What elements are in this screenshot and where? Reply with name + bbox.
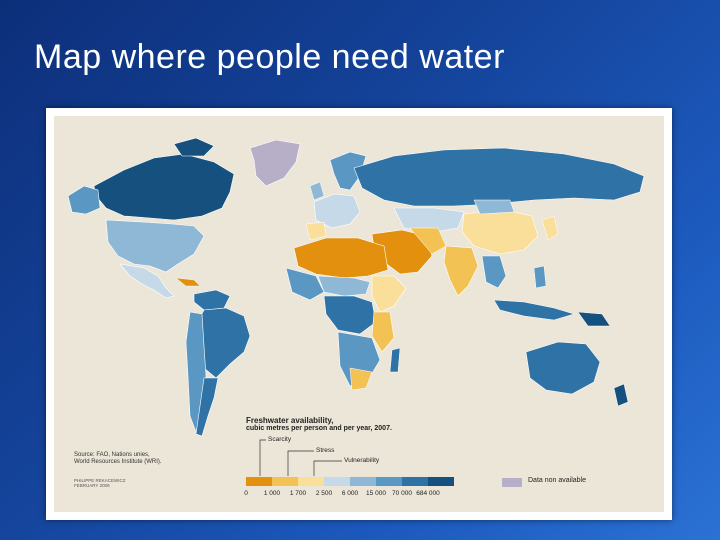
region-horn-africa [371, 275, 407, 313]
legend-swatch-4 [350, 477, 376, 486]
region-sahel [317, 275, 371, 297]
map-canvas: Freshwater availability, cubic metres pe… [54, 116, 664, 512]
region-china [461, 209, 539, 255]
region-western-europe [313, 193, 361, 229]
legend-swatch-7 [428, 477, 454, 486]
region-korea-japan [541, 215, 559, 241]
legend-tick-6: 70 000 [392, 490, 412, 497]
region-greenland [249, 139, 301, 187]
legend-tick-1: 1 000 [263, 490, 281, 497]
legend-tick-4: 6 000 [341, 490, 359, 497]
legend-title: Freshwater availability, [246, 416, 334, 425]
no-data-label: Data non available [528, 477, 586, 484]
legend-tick-7: 684 000 [416, 490, 440, 497]
region-central-africa [323, 295, 377, 335]
legend-subtitle: cubic metres per person and per year, 20… [246, 425, 392, 432]
region-australia [525, 341, 601, 395]
credit-note: PHILIPPE REKACEWICZ FEBRUARY 2006 [74, 478, 126, 488]
legend-category-stress: Stress [316, 447, 335, 454]
legend-swatch-2 [298, 477, 324, 486]
region-east-africa [371, 311, 395, 353]
region-southeast-asia [481, 255, 507, 289]
legend-swatch-6 [402, 477, 428, 486]
legend-swatch-1 [272, 477, 298, 486]
region-mongolia [473, 199, 515, 215]
region-russia [353, 147, 645, 207]
region-philippines [533, 265, 547, 289]
region-argentina [195, 377, 219, 437]
source-line-1: Source: FAO, Nations unies, [74, 452, 150, 458]
region-indonesia [493, 299, 575, 321]
region-west-africa [285, 267, 325, 301]
region-new-zealand [613, 383, 629, 407]
source-line-2: World Resources Institute (WRI). [74, 459, 162, 465]
credit-line-2: FEBRUARY 2006 [74, 483, 110, 488]
region-mexico [119, 263, 175, 299]
legend-tick-3: 2 500 [315, 490, 333, 497]
no-data-swatch [502, 478, 522, 487]
legend-swatch-3 [324, 477, 350, 486]
map-figure: Freshwater availability, cubic metres pe… [46, 108, 672, 520]
legend-tick-5: 15 000 [366, 490, 386, 497]
region-uk [309, 181, 325, 201]
credit-line-1: PHILIPPE REKACEWICZ [74, 478, 126, 483]
region-alaska [67, 185, 101, 215]
region-usa [105, 219, 205, 273]
legend-tick-0: 0 [244, 490, 248, 497]
source-note: Source: FAO, Nations unies, World Resour… [74, 452, 214, 466]
world-map [67, 137, 645, 437]
region-south-africa [349, 367, 373, 391]
region-scandinavia [329, 151, 367, 191]
legend-tick-labels: 0 1 000 1 700 2 500 6 000 15 000 70 000 684 000 [244, 490, 474, 499]
region-venezuela [193, 289, 231, 311]
slide-title: Map where people need water [34, 38, 505, 76]
legend-swatch-0 [246, 477, 272, 486]
legend-category-scarcity: Scarcity [268, 436, 292, 443]
region-caribbean [175, 277, 201, 287]
region-iberia [305, 221, 327, 241]
region-canada-islands [173, 137, 215, 157]
legend-tick-2: 1 700 [289, 490, 307, 497]
region-north-africa [293, 237, 389, 279]
region-canada [93, 153, 235, 221]
legend-swatch-5 [376, 477, 402, 486]
region-india [443, 245, 479, 297]
region-new-guinea [577, 311, 611, 327]
legend-color-scale [246, 477, 454, 486]
region-madagascar [389, 347, 401, 373]
legend-category-vulnerability: Vulnerability [344, 457, 380, 464]
region-central-asia [393, 207, 465, 233]
